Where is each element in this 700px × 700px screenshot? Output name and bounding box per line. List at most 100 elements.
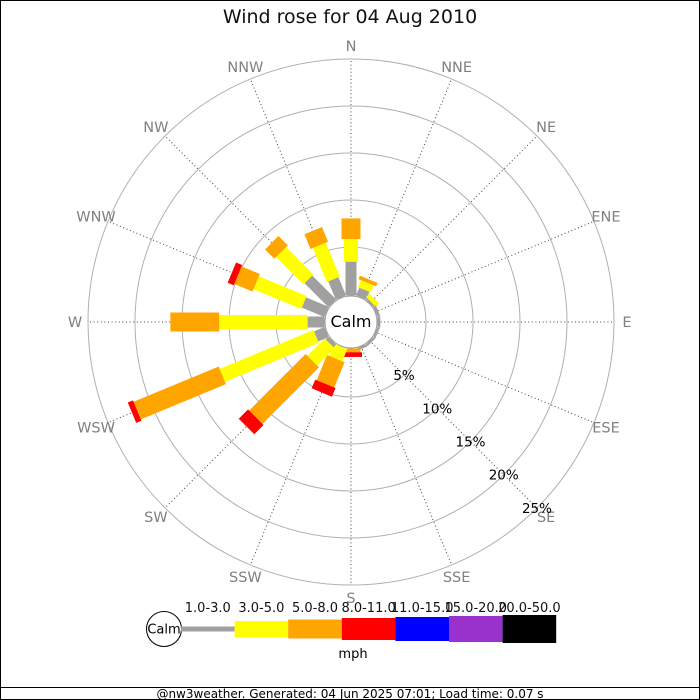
petal-N-segment-5.0-8.0 — [341, 218, 361, 240]
legend-swatch-8.0-11.0 — [341, 618, 396, 640]
page-title: Wind rose for 04 Aug 2010 — [222, 6, 478, 28]
legend-label-8.0-11.0: 8.0-11.0 — [341, 601, 395, 616]
legend — [146, 611, 557, 647]
direction-label-NNE: NNE — [441, 60, 472, 76]
petal-W-segment-1.0-3.0 — [307, 316, 325, 328]
petal-NNE — [356, 275, 378, 300]
petal-NW-segment-5.0-8.0 — [265, 236, 288, 259]
legend-swatch-1.0-3.0 — [181, 626, 235, 632]
petal-SW-segment-5.0-8.0 — [249, 353, 320, 424]
petal-E — [377, 316, 381, 328]
petal-SW-segment-3.0-5.0 — [307, 338, 335, 366]
petal-S-segment-5.0-8.0 — [341, 348, 361, 353]
spoke-NNE — [360, 78, 453, 299]
spoke-NE — [369, 135, 538, 304]
ring-tick-label-10pct: 10% — [422, 401, 452, 417]
petal-NE — [365, 293, 380, 308]
petal-S — [340, 348, 362, 357]
petal-NW-segment-3.0-5.0 — [276, 247, 314, 285]
ring-tick-label-25pct: 25% — [522, 501, 552, 517]
petal-NE-segment-3.0-5.0 — [366, 293, 380, 307]
petal-SW-segment-1.0-3.0 — [325, 336, 337, 348]
direction-label-WSW: WSW — [77, 421, 115, 437]
calm-center-label: Calm — [330, 312, 371, 331]
petal-N — [341, 218, 361, 296]
petal-WNW-segment-3.0-5.0 — [253, 276, 307, 309]
petal-N-segment-3.0-5.0 — [344, 239, 358, 262]
petal-SW — [238, 336, 337, 435]
petal-W-segment-5.0-8.0 — [170, 312, 220, 332]
petal-ENE — [373, 305, 381, 317]
petal-NNE-segment-5.0-8.0 — [358, 275, 378, 287]
legend-label-15.0-20.0: 15.0-20.0 — [445, 601, 508, 616]
petal-WNW-segment-5.0-8.0 — [234, 266, 260, 292]
direction-label-SW: SW — [144, 510, 168, 526]
direction-label-S: S — [346, 591, 355, 607]
direction-label-N: N — [346, 39, 357, 55]
legend-label-11.0-15.0: 11.0-15.0 — [391, 601, 454, 616]
petal-WSW — [127, 327, 329, 423]
direction-label-NNW: NNW — [227, 60, 263, 76]
petal-NE-segment-1.0-3.0 — [365, 298, 375, 308]
legend-label-20.0-50.0: 20.0-50.0 — [498, 601, 561, 616]
petal-ESE — [373, 327, 380, 339]
ring-tick-label-5pct: 5% — [393, 368, 415, 384]
direction-label-ESE: ESE — [592, 421, 620, 437]
petal-ESE-segment-1.0-3.0 — [373, 327, 380, 339]
direction-label-ENE: ENE — [591, 209, 620, 225]
calm-circle — [324, 295, 378, 349]
petal-E-segment-1.0-3.0 — [377, 316, 381, 328]
petal-WSW-segment-3.0-5.0 — [219, 329, 319, 382]
petal-WSW-segment-1.0-3.0 — [313, 327, 329, 342]
petal-WSW-segment-8.0-11.0 — [127, 400, 142, 423]
petal-WSW-segment-5.0-8.0 — [133, 366, 226, 420]
petal-SSW-segment-8.0-11.0 — [311, 379, 336, 397]
direction-label-SSW: SSW — [229, 570, 262, 586]
legend-label-3.0-5.0: 3.0-5.0 — [238, 601, 284, 616]
legend-label-5.0-8.0: 5.0-8.0 — [292, 601, 338, 616]
petal-W-segment-3.0-5.0 — [219, 315, 308, 329]
petal-NNE-segment-1.0-3.0 — [356, 287, 370, 300]
petal-NNW-segment-5.0-8.0 — [304, 227, 329, 250]
petal-NW-segment-1.0-3.0 — [304, 275, 337, 308]
direction-label-W: W — [68, 315, 82, 331]
legend-swatch-15.0-20.0 — [449, 616, 503, 642]
petal-SE-segment-1.0-3.0 — [365, 336, 376, 347]
petal-N-segment-1.0-3.0 — [345, 261, 357, 296]
direction-label-NW: NW — [143, 120, 168, 136]
legend-calm-label: Calm — [147, 623, 180, 638]
petal-NNW-segment-3.0-5.0 — [312, 242, 340, 282]
legend-swatch-5.0-8.0 — [288, 619, 342, 639]
legend-swatch-11.0-15.0 — [395, 617, 449, 641]
petal-NNW-segment-1.0-3.0 — [328, 277, 346, 300]
grid-ring-25pct — [87, 58, 615, 586]
direction-label-SE: SE — [537, 510, 555, 526]
petal-SW-segment-8.0-11.0 — [238, 409, 264, 435]
ring-tick-label-20pct: 20% — [489, 468, 519, 484]
petal-NW — [265, 236, 337, 308]
petal-ENE-segment-1.0-3.0 — [373, 305, 381, 317]
petal-S-segment-8.0-11.0 — [340, 352, 362, 357]
petal-WNW-segment-1.0-3.0 — [301, 297, 329, 317]
petal-NNW — [304, 227, 346, 300]
petal-WNW-segment-8.0-11.0 — [227, 262, 243, 286]
legend-swatch-3.0-5.0 — [234, 621, 289, 637]
petal-W — [170, 312, 325, 332]
petal-SSW — [311, 343, 348, 397]
petal-SE — [365, 336, 376, 347]
petal-SSW-segment-5.0-8.0 — [316, 355, 345, 388]
petal-NNE-segment-3.0-5.0 — [357, 280, 374, 293]
direction-label-WNW: WNW — [76, 209, 116, 225]
ring-tick-label-15pct: 15% — [455, 435, 485, 451]
grid-ring-20pct — [134, 105, 568, 539]
direction-label-NE: NE — [536, 120, 556, 136]
petal-WNW — [227, 262, 329, 317]
legend-units-label: mph — [338, 647, 367, 662]
spoke-ENE — [374, 220, 595, 313]
direction-label-SSE: SSE — [443, 570, 471, 586]
wind-rose-chart: Calm N NNE NE ENE E ESE SE SSE S SSW SW WSW W WNW NW NNW… — [68, 39, 632, 662]
footer-credit: @nw3weather. Generated: 04 Jun 2025 07:0… — [1, 687, 699, 699]
direction-label-E: E — [622, 315, 631, 331]
legend-swatch-20.0-50.0 — [502, 615, 557, 643]
